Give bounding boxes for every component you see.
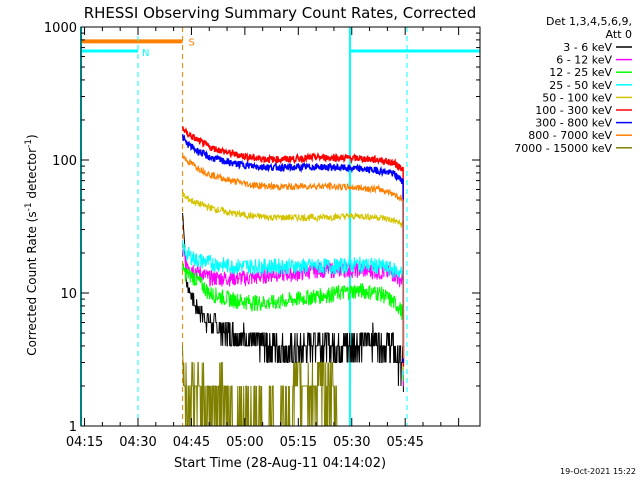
series-line-6 <box>181 126 405 367</box>
timestamp: 19-Oct-2021 15:22 <box>560 467 636 476</box>
annotation-n: N <box>142 48 149 59</box>
y-tick-label: 10 <box>60 287 77 302</box>
legend-label: 50 - 100 keV <box>542 91 612 104</box>
legend-header-2: Att 0 <box>606 28 632 41</box>
series-line-3 <box>182 263 404 381</box>
y-tick-label: 1 <box>69 420 77 435</box>
annotation-s: S <box>189 37 195 48</box>
series-line-4 <box>182 240 404 376</box>
x-axis-label: Start Time (28-Aug-11 04:14:02) <box>174 456 386 471</box>
y-axis-label-end: ) <box>25 134 39 139</box>
series-line-8 <box>182 152 404 359</box>
legend-label: 800 - 7000 keV <box>528 129 612 142</box>
legend-label: 3 - 6 keV <box>563 41 612 54</box>
x-tick-label: 04:45 <box>173 435 210 450</box>
x-tick-label: 05:45 <box>386 435 423 450</box>
x-tick-label: 04:15 <box>66 435 103 450</box>
y-tick-label: 1000 <box>44 21 77 36</box>
x-axis-ticks: 04:15 04:30 04:45 05:00 05:15 05:30 05:45 <box>66 27 460 450</box>
legend-label: 6 - 12 keV <box>556 54 612 67</box>
plot-area: SN <box>80 27 480 427</box>
legend-label: 12 - 25 keV <box>549 66 612 79</box>
y-axis-ticks: 1 10 100 1000 <box>44 21 480 435</box>
y-axis-label-sup1: -1 <box>24 202 34 211</box>
y-axis-label: Corrected Count Rate (s-1 detector-1) <box>24 134 39 355</box>
legend-header-1: Det 1,3,4,5,6,9, <box>546 15 632 28</box>
series-line-5 <box>182 192 404 371</box>
x-tick-label: 05:15 <box>280 435 317 450</box>
x-tick-label: 05:30 <box>333 435 370 450</box>
legend-label: 7000 - 15000 keV <box>514 142 612 155</box>
series-line-7 <box>181 134 405 363</box>
legend-label: 100 - 300 keV <box>535 104 612 117</box>
x-tick-label: 04:30 <box>119 435 156 450</box>
y-axis-label-sup2: -1 <box>24 139 34 148</box>
series-line-1 <box>182 212 404 393</box>
plot-frame <box>80 26 481 427</box>
y-axis-label-mid: detector <box>25 148 39 203</box>
y-tick-label: 100 <box>52 154 77 169</box>
legend-label: 25 - 50 keV <box>549 79 612 92</box>
legend-label: 300 - 800 keV <box>535 117 612 130</box>
chart-title: RHESSI Observing Summary Count Rates, Co… <box>84 4 477 22</box>
y-axis-label-main: Corrected Count Rate (s <box>25 211 39 355</box>
x-tick-label: 05:00 <box>226 435 263 450</box>
